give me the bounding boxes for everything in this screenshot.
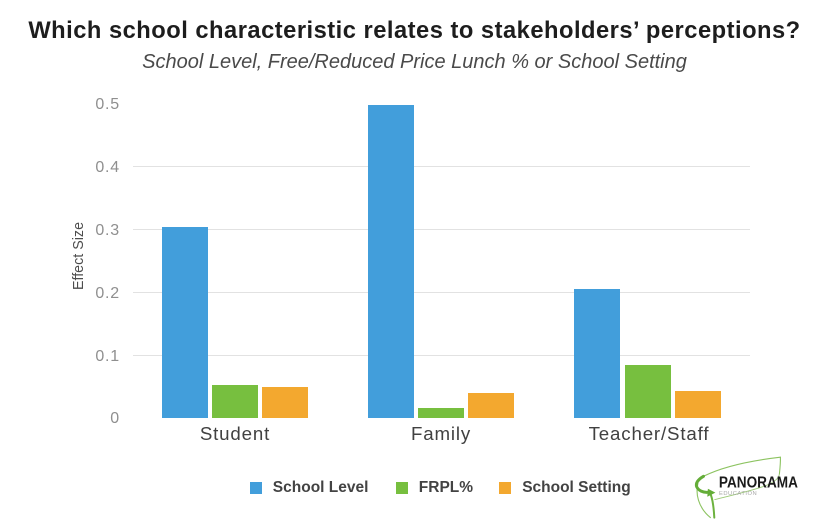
svg-text:EDUCATION: EDUCATION (719, 491, 757, 497)
svg-text:PANORAMA: PANORAMA (719, 475, 798, 492)
